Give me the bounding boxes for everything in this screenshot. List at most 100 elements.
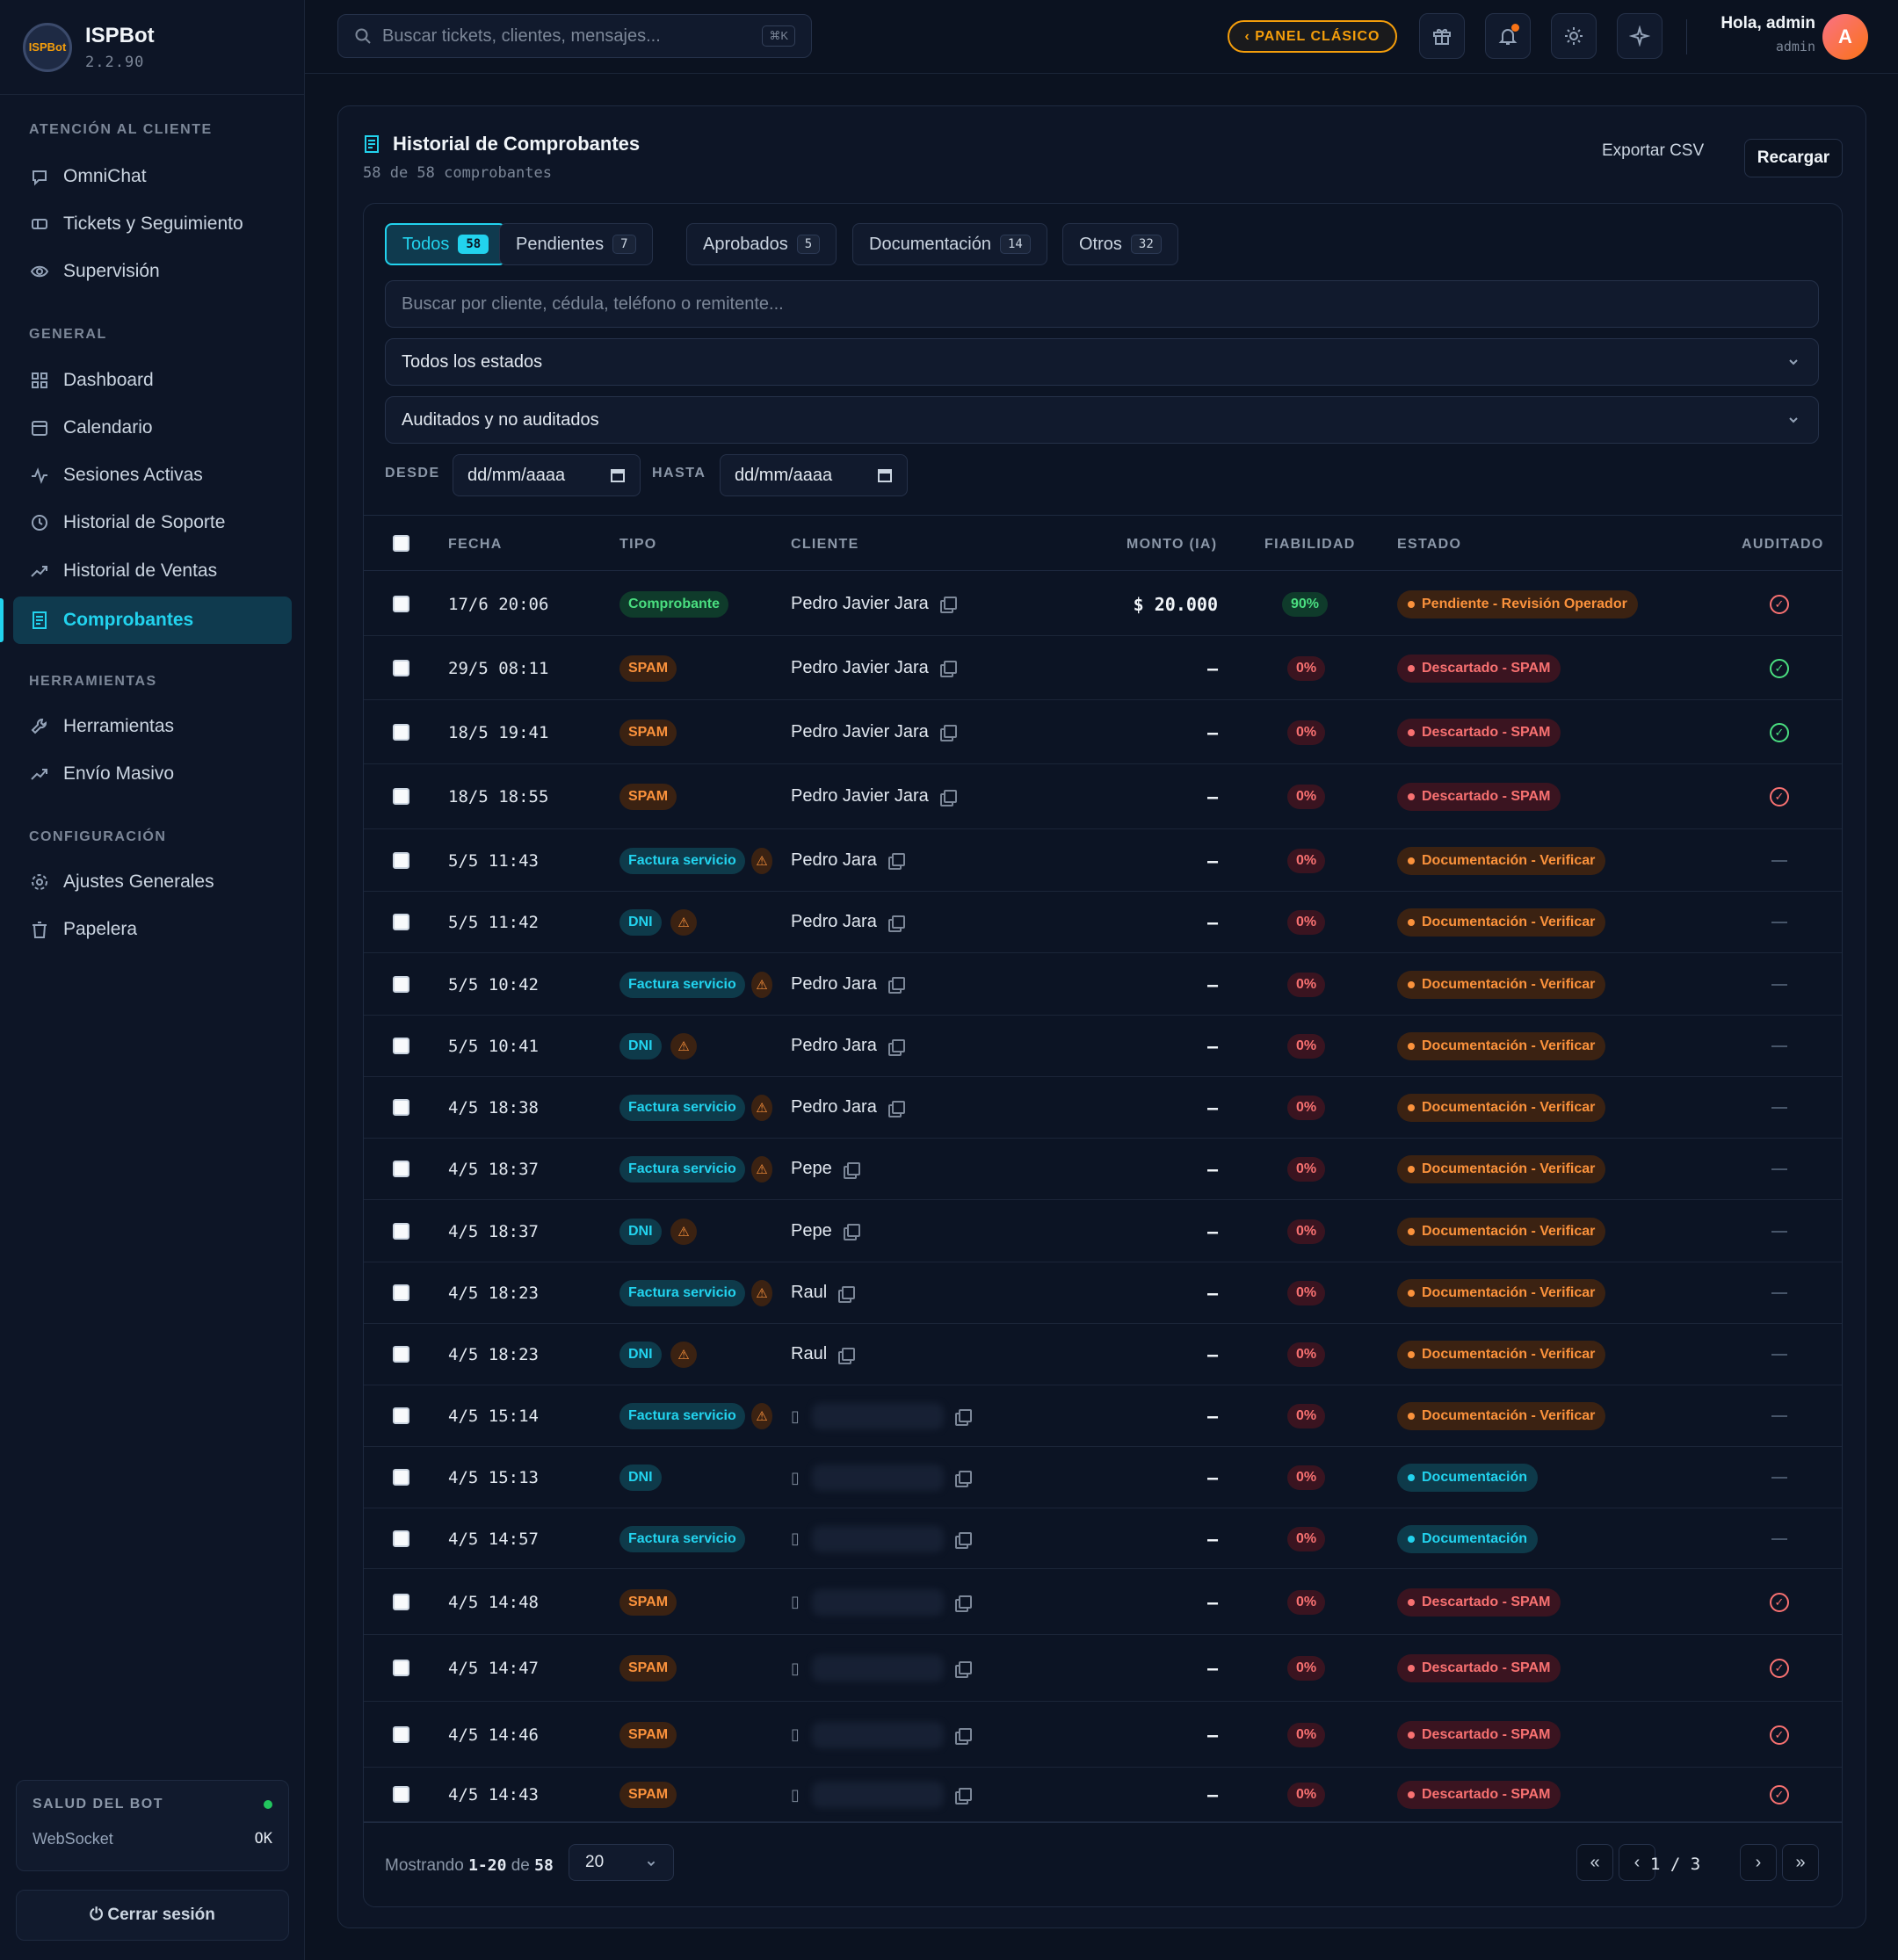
copy-icon[interactable]	[954, 1471, 972, 1487]
row-checkbox[interactable]	[393, 1099, 409, 1116]
copy-icon[interactable]	[887, 1038, 905, 1056]
copy-icon[interactable]	[939, 789, 957, 806]
reload-button[interactable]: Recargar	[1744, 139, 1843, 177]
avatar[interactable]: A	[1822, 14, 1868, 60]
sidebar-item-tickets-y-seguimiento[interactable]: Tickets y Seguimiento	[13, 200, 292, 248]
theme-button[interactable]	[1551, 13, 1597, 59]
copy-icon[interactable]	[843, 1224, 860, 1240]
table-row[interactable]: 4/5 18:23 Factura servicio ⚠ Raul – 0% Documen…	[364, 1262, 1842, 1324]
row-checkbox[interactable]	[393, 914, 409, 930]
sidebar-item-calendario[interactable]: Calendario	[13, 404, 292, 452]
row-checkbox[interactable]	[393, 1346, 409, 1363]
row-checkbox[interactable]	[393, 1222, 409, 1240]
tab-aprobados[interactable]: Aprobados 5	[686, 223, 837, 265]
copy-icon[interactable]	[954, 1409, 972, 1426]
logout-button[interactable]: ⏻ Cerrar sesión	[16, 1890, 289, 1941]
copy-icon[interactable]	[939, 725, 957, 741]
tab-otros[interactable]: Otros 32	[1062, 223, 1178, 265]
row-checkbox[interactable]	[393, 788, 409, 805]
row-checkbox[interactable]	[393, 659, 409, 676]
global-search-input[interactable]: Buscar tickets, clientes, mensajes... ⌘K	[337, 14, 812, 58]
row-checkbox[interactable]	[393, 1469, 409, 1486]
sidebar-item-dashboard[interactable]: Dashboard	[13, 357, 292, 404]
table-row[interactable]: 4/5 18:38 Factura servicio ⚠ Pedro Jara – 0% D…	[364, 1077, 1842, 1139]
copy-icon[interactable]	[887, 853, 905, 870]
sidebar-item-papelera[interactable]: Papelera	[13, 906, 292, 953]
row-checkbox[interactable]	[393, 1660, 409, 1676]
audited-check-icon[interactable]: ✓	[1770, 1659, 1789, 1678]
copy-icon[interactable]	[939, 661, 957, 677]
row-checkbox[interactable]	[393, 1038, 409, 1054]
gift-button[interactable]	[1419, 13, 1465, 59]
sidebar-item-historial-de-soporte[interactable]: Historial de Soporte	[13, 499, 292, 546]
select-all-checkbox[interactable]	[393, 535, 409, 552]
tab-pendientes[interactable]: Pendientes 7	[499, 223, 653, 265]
table-row[interactable]: 5/5 11:42 DNI ⚠ Pedro Jara – 0% Documentación …	[364, 892, 1842, 953]
last-page-button[interactable]: »	[1782, 1844, 1819, 1881]
tab-todos[interactable]: Todos 58	[385, 223, 507, 265]
tab-documentación[interactable]: Documentación 14	[852, 223, 1047, 265]
row-checkbox[interactable]	[393, 851, 409, 869]
audited-check-icon[interactable]: ✓	[1770, 787, 1789, 806]
sidebar-item-historial-de-ventas[interactable]: Historial de Ventas	[13, 547, 292, 595]
table-row[interactable]: 4/5 14:46 SPAM ▯ – 0% Descartado - SPAM ✓	[364, 1702, 1842, 1768]
audited-check-icon[interactable]: ✓	[1770, 1592, 1789, 1612]
page-size-select[interactable]: 20	[569, 1844, 674, 1881]
copy-icon[interactable]	[954, 1727, 972, 1745]
audited-check-icon[interactable]: ✓	[1770, 1725, 1789, 1745]
copy-icon[interactable]	[838, 1285, 856, 1303]
copy-icon[interactable]	[954, 1595, 972, 1612]
row-checkbox[interactable]	[393, 975, 409, 993]
sidebar-item-supervisión[interactable]: Supervisión	[13, 248, 292, 295]
copy-icon[interactable]	[954, 1661, 972, 1678]
first-page-button[interactable]: «	[1576, 1844, 1613, 1881]
row-checkbox[interactable]	[393, 1786, 409, 1803]
row-checkbox[interactable]	[393, 723, 409, 741]
classic-panel-button[interactable]: ‹ PANEL CLÁSICO	[1228, 20, 1397, 53]
notifications-button[interactable]	[1485, 13, 1531, 59]
sidebar-item-omnichat[interactable]: OmniChat	[13, 153, 292, 200]
row-checkbox[interactable]	[393, 1725, 409, 1743]
table-row[interactable]: 4/5 14:48 SPAM ▯ – 0% Descartado - SPAM ✓	[364, 1569, 1842, 1635]
sidebar-item-envío-masivo[interactable]: Envío Masivo	[13, 750, 292, 798]
audited-check-icon[interactable]: ✓	[1770, 722, 1789, 742]
row-checkbox[interactable]	[393, 1530, 409, 1547]
row-checkbox[interactable]	[393, 1284, 409, 1301]
date-from-input[interactable]: dd/mm/aaaa	[453, 454, 641, 496]
table-row[interactable]: 17/6 20:06 Comprobante Pedro Javier Jara $ …	[364, 572, 1842, 636]
table-row[interactable]: 18/5 19:41 SPAM Pedro Javier Jara – 0% Descar…	[364, 700, 1842, 764]
table-row[interactable]: 4/5 15:13 DNI ▯ – 0% Documentación	[364, 1447, 1842, 1508]
filter-search-input[interactable]: Buscar por cliente, cédula, teléfono o r…	[385, 280, 1819, 328]
audited-check-icon[interactable]: ✓	[1770, 1785, 1789, 1805]
table-row[interactable]: 4/5 18:37 Factura servicio ⚠ Pepe – 0% Documen…	[364, 1139, 1842, 1200]
sidebar-item-comprobantes[interactable]: Comprobantes	[13, 597, 292, 644]
copy-icon[interactable]	[954, 1531, 972, 1549]
audited-check-icon[interactable]: ✓	[1770, 594, 1789, 614]
copy-icon[interactable]	[838, 1347, 856, 1364]
table-row[interactable]: 4/5 14:47 SPAM ▯ – 0% Descartado - SPAM ✓	[364, 1635, 1842, 1702]
sidebar-item-ajustes-generales[interactable]: Ajustes Generales	[13, 858, 292, 906]
table-row[interactable]: 18/5 18:55 SPAM Pedro Javier Jara – 0% Descar…	[364, 764, 1842, 829]
prev-page-button[interactable]: ‹	[1619, 1844, 1655, 1881]
table-row[interactable]: 4/5 18:37 DNI ⚠ Pepe – 0% Documentación - Veri…	[364, 1200, 1842, 1262]
table-row[interactable]: 5/5 11:43 Factura servicio ⚠ Pedro Jara – 0% D…	[364, 829, 1842, 892]
table-row[interactable]: 5/5 10:42 Factura servicio ⚠ Pedro Jara – 0% D…	[364, 953, 1842, 1016]
sidebar-item-sesiones-activas[interactable]: Sesiones Activas	[13, 452, 292, 499]
copy-icon[interactable]	[843, 1161, 860, 1179]
copy-icon[interactable]	[939, 597, 957, 613]
copy-icon[interactable]	[887, 915, 905, 932]
table-row[interactable]: 4/5 14:57 Factura servicio ▯ – 0% Documentaci…	[364, 1508, 1842, 1569]
table-row[interactable]: 4/5 18:23 DNI ⚠ Raul – 0% Documentación - Veri…	[364, 1324, 1842, 1385]
row-checkbox[interactable]	[393, 1407, 409, 1424]
sidebar-item-herramientas[interactable]: Herramientas	[13, 703, 292, 750]
date-to-input[interactable]: dd/mm/aaaa	[720, 454, 908, 496]
ai-button[interactable]	[1617, 13, 1663, 59]
audit-select[interactable]: Auditados y no auditados	[385, 396, 1819, 444]
copy-icon[interactable]	[887, 1100, 905, 1117]
row-checkbox[interactable]	[393, 1593, 409, 1610]
next-page-button[interactable]: ›	[1740, 1844, 1777, 1881]
row-checkbox[interactable]	[393, 1161, 409, 1177]
table-row[interactable]: 29/5 08:11 SPAM Pedro Javier Jara – 0% Descar…	[364, 636, 1842, 700]
export-csv-button[interactable]: Exportar CSV	[1602, 141, 1705, 160]
table-row[interactable]: 4/5 15:14 Factura servicio ⚠ ▯ – 0% Documentac…	[364, 1385, 1842, 1447]
